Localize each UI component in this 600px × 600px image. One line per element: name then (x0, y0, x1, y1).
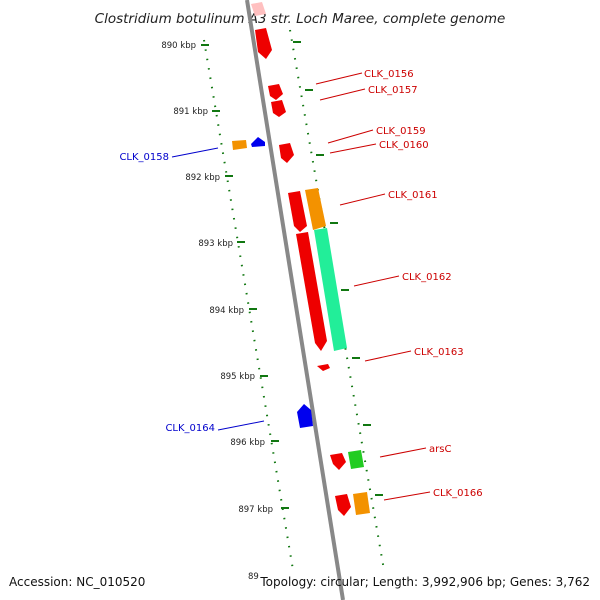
leader-line (383, 491, 431, 501)
gene-label-clk0160: CLK_0160 (379, 140, 429, 151)
leader-line (217, 420, 265, 431)
gene-label-clk0161: CLK_0161 (388, 190, 438, 201)
leader-line (171, 147, 219, 158)
tick-label: 895 kbp (220, 372, 255, 382)
tick-marks-reverse (201, 44, 289, 509)
leader-line (319, 88, 366, 101)
gene-arrow-clk0158-orange[interactable] (232, 140, 247, 150)
leader-line (379, 447, 427, 458)
gene-label-clk0166: CLK_0166 (433, 488, 483, 499)
tick-label: 892 kbp (185, 173, 220, 183)
gene-label-clk0157: CLK_0157 (368, 85, 418, 96)
gene-label-clk0163: CLK_0163 (414, 347, 464, 358)
leader-line (364, 350, 412, 362)
tick-label: 893 kbp (198, 239, 233, 249)
leader-line (339, 193, 386, 206)
topology-text: Topology: circular; Length: 3,992,906 bp… (259, 575, 590, 589)
gene-arrow-clk0166-orange[interactable] (353, 492, 370, 515)
tick-label: 890 kbp (161, 41, 196, 51)
forward-track-line (289, 29, 385, 571)
gene-arrow-arsc-red[interactable] (330, 453, 346, 470)
gene-label-clk0164: CLK_0164 (165, 423, 215, 434)
gene-label-clk0158: CLK_0158 (119, 152, 169, 163)
gene-label-arsc: arsC (429, 444, 451, 455)
leader-line (327, 129, 374, 144)
tick-labels: 890 kbp 891 kbp 892 kbp 893 kbp 894 kbp … (161, 41, 273, 515)
tick-label: 891 kbp (173, 107, 208, 117)
gene-arrow-pink[interactable] (251, 2, 266, 16)
tick-label: 896 kbp (230, 438, 265, 448)
gene-labels: CLK_0156 CLK_0157 CLK_0159 CLK_0160 CLK_… (119, 69, 482, 499)
gene-arrow-clk0164[interactable] (297, 404, 313, 428)
leader-line (315, 72, 363, 85)
gene-arrow-clk0162-teal[interactable] (314, 228, 347, 351)
accession-text: Accession: NC_010520 (9, 575, 145, 589)
tick-label: 897 kbp (238, 505, 273, 515)
gene-arrow-clk0166-red[interactable] (335, 494, 351, 516)
gene-arrow-clk0161-orange[interactable] (305, 188, 326, 230)
gene-arrow-clk0156[interactable] (268, 84, 283, 100)
leader-line (353, 275, 400, 287)
gene-arrow-arsc-green[interactable] (348, 450, 364, 469)
reverse-track-line (203, 39, 294, 571)
genes-forward[interactable] (251, 2, 370, 516)
gene-arrow-clk0158-blue[interactable] (251, 137, 265, 147)
genes-reverse[interactable] (232, 137, 313, 428)
gene-arrow-clk0162-red[interactable] (296, 232, 327, 351)
gene-label-clk0156: CLK_0156 (364, 69, 414, 80)
map-title: Clostridium botulinum A3 str. Loch Maree… (95, 11, 506, 27)
gene-arrow-clk0163[interactable] (317, 364, 330, 371)
leader-lines (171, 72, 431, 501)
gene-label-clk0159: CLK_0159 (376, 126, 426, 137)
gene-arrow-clk0161-red[interactable] (288, 191, 307, 232)
gene-label-clk0162: CLK_0162 (402, 272, 452, 283)
genome-axis (245, 0, 345, 600)
tick-marks-forward (293, 41, 383, 496)
gene-arrow-clk0157[interactable] (271, 100, 286, 117)
gene-arrow-top[interactable] (255, 28, 272, 59)
gene-arrow-clk0159[interactable] (279, 143, 294, 163)
tick-label: 894 kbp (209, 306, 244, 316)
leader-line (329, 143, 377, 154)
bottom-tick-label: 89 (248, 572, 259, 582)
